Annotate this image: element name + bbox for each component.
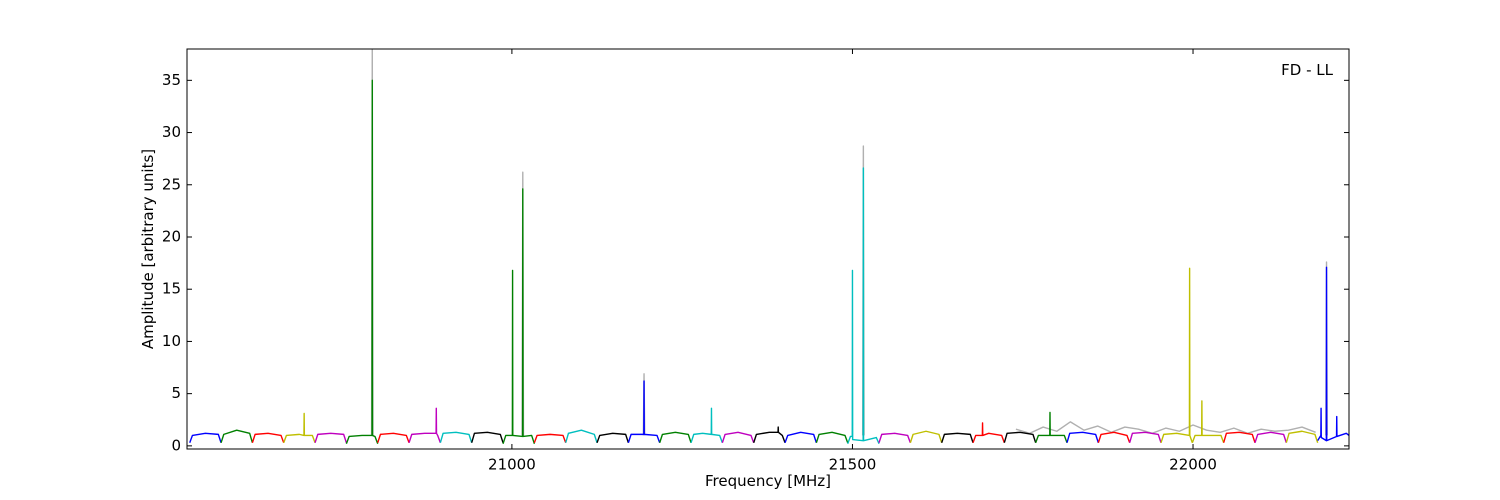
y-tick-label: 20	[162, 227, 181, 245]
spectrum-line	[220, 429, 254, 443]
spectrum-line	[370, 49, 1328, 436]
spectrum-line	[690, 407, 724, 443]
spectrum-line	[1066, 431, 1100, 443]
spectrum-line	[283, 412, 316, 443]
plot-lines	[189, 49, 1349, 445]
spectrum-line	[189, 432, 222, 443]
spectrum-line	[1254, 431, 1288, 443]
spectrum-line	[251, 432, 285, 443]
spectrum-line	[627, 380, 661, 443]
spectrum-line	[533, 433, 567, 443]
annotation: FD - LL	[1281, 61, 1333, 79]
spectrum-line	[659, 431, 692, 443]
spectrum-line	[377, 432, 410, 443]
spectrum-line	[314, 432, 348, 443]
y-tick-label: 25	[162, 175, 181, 193]
spectrum-line	[471, 431, 504, 443]
spectrum-line	[1191, 400, 1225, 443]
spectrum-line	[1285, 430, 1319, 443]
spectrum-line	[345, 79, 379, 445]
x-tick-label: 22000	[1169, 456, 1217, 474]
spectrum-line	[753, 426, 786, 443]
y-tick-label: 15	[162, 280, 181, 298]
spectrum-line	[878, 432, 912, 443]
x-tick-label: 21000	[488, 456, 536, 474]
spectrum-line	[1129, 431, 1162, 443]
spectrum-line	[1035, 411, 1068, 443]
y-axis-label: Amplitude [arbitrary units]	[139, 149, 157, 349]
spectrum-line	[408, 407, 442, 443]
x-tick-label: 21500	[829, 456, 877, 474]
spectrum-line	[502, 188, 536, 444]
spectrum-line	[815, 431, 849, 443]
x-axis-label: Frequency [MHz]	[705, 472, 831, 490]
spectrum-line	[941, 432, 974, 443]
spectrum-line	[972, 422, 1006, 443]
spectrum-line	[847, 167, 880, 445]
spectrum-line	[909, 430, 943, 443]
y-tick-label: 35	[162, 71, 181, 89]
spectrum-line	[1222, 431, 1256, 443]
spectrum-line	[1160, 267, 1194, 443]
spectrum-line	[1317, 266, 1349, 442]
spectrum-line	[1003, 431, 1037, 443]
y-tick-label: 0	[171, 436, 181, 454]
spectrum-line	[721, 431, 755, 443]
spectrum-line	[784, 431, 818, 443]
spectrum-line	[1097, 431, 1131, 443]
y-tick-label: 5	[171, 384, 181, 402]
spectrum-line	[439, 431, 473, 443]
y-tick-label: 30	[162, 123, 181, 141]
spectrum-line	[596, 432, 630, 443]
spectrum-line	[565, 429, 598, 443]
plot-frame	[186, 48, 1350, 450]
y-tick-label: 10	[162, 332, 181, 350]
